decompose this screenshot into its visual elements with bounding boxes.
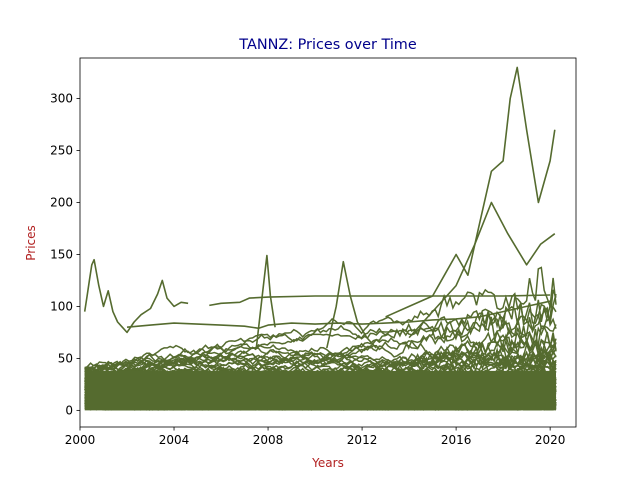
band-fill <box>84 370 557 411</box>
x-axis: 2000 2004 2008 2012 2016 2020 <box>65 427 566 447</box>
x-tick-label: 2012 <box>347 433 378 447</box>
series-line-3 <box>209 294 551 307</box>
dense-price-band <box>84 266 557 411</box>
y-tick-label: 250 <box>50 144 73 158</box>
y-tick-label: 300 <box>50 92 73 106</box>
chart-title: TANNZ: Prices over Time <box>238 37 417 53</box>
series-layer <box>83 66 556 349</box>
series-line-6 <box>385 66 556 318</box>
band-line <box>84 351 557 383</box>
x-tick-label: 2000 <box>65 433 96 447</box>
x-tick-label: 2016 <box>441 433 472 447</box>
y-axis: 0 50 100 150 200 250 300 <box>50 92 80 417</box>
y-axis-label: Prices <box>24 225 38 261</box>
series-line-7 <box>408 201 556 339</box>
series-line-2 <box>126 300 551 330</box>
series-line-4 <box>326 260 377 349</box>
band-line <box>84 325 557 377</box>
x-tick-label: 2004 <box>159 433 190 447</box>
series-line-5 <box>255 254 276 349</box>
plot-frame <box>79 57 577 428</box>
y-tick-label: 100 <box>50 299 73 313</box>
series-line-1 <box>83 258 189 334</box>
x-tick-label: 2020 <box>535 433 566 447</box>
y-tick-label: 50 <box>58 351 73 365</box>
y-tick-label: 200 <box>50 195 73 209</box>
y-tick-label: 0 <box>65 403 73 417</box>
y-tick-label: 150 <box>50 247 73 261</box>
x-axis-label: Years <box>311 456 344 470</box>
band-line <box>84 293 557 370</box>
x-tick-label: 2008 <box>253 433 284 447</box>
